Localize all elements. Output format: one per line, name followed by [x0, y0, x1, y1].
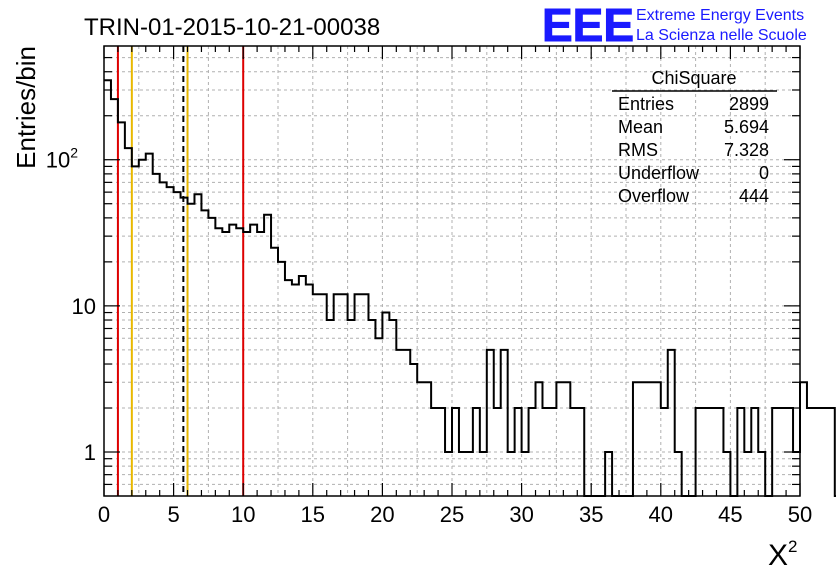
stats-value-overflow: 444 [739, 186, 769, 206]
y-tick-label: 10 [72, 294, 96, 319]
stats-label-underflow: Underflow [618, 163, 700, 183]
x-tick-label: 15 [301, 502, 325, 527]
logo-line-2: La Scienza nelle Scuole [636, 27, 807, 44]
stats-label-overflow: Overflow [618, 186, 690, 206]
stats-value-mean: 5.694 [724, 117, 769, 137]
x-tick-label: 35 [579, 502, 603, 527]
reference-lines [116, 46, 245, 496]
histogram-series [104, 79, 836, 497]
logo-line-1: Extreme Energy Events [636, 7, 804, 24]
stats-value-entries: 2899 [729, 94, 769, 114]
logo-mark: EEE [542, 0, 634, 51]
x-tick-label: 20 [370, 502, 394, 527]
stats-value-underflow: 0 [759, 163, 769, 183]
stats-title: ChiSquare [651, 68, 736, 88]
stats-label-mean: Mean [618, 117, 663, 137]
x-tick-label: 40 [649, 502, 673, 527]
y-axis-label: Entries/bin [11, 46, 41, 169]
x-tick-label: 45 [718, 502, 742, 527]
axis-ticks [103, 46, 801, 496]
y-tick-label-base: 10 [46, 148, 70, 173]
y-tick-label-base: 1 [84, 440, 96, 465]
x-tick-label: 50 [788, 502, 812, 527]
x-tick-label: 25 [440, 502, 464, 527]
x-axis-label: X2 [768, 537, 797, 572]
x-tick-label: 5 [167, 502, 179, 527]
y-tick-label-base: 10 [72, 294, 96, 319]
stats-label-rms: RMS [618, 140, 658, 160]
eee-logo: EEE Extreme Energy Events La Scienza nel… [542, 0, 807, 52]
stats-value-rms: 7.328 [724, 140, 769, 160]
y-tick-label: 102 [46, 145, 78, 173]
x-tick-labels: 0 5 10 15 20 25 30 35 40 45 50 [98, 502, 812, 527]
stats-label-entries: Entries [618, 94, 674, 114]
x-axis-label-sup: 2 [788, 537, 797, 556]
x-tick-label: 0 [98, 502, 110, 527]
stats-box: ChiSquare Entries 2899 Mean 5.694 RMS 7.… [612, 68, 777, 206]
x-tick-label: 30 [509, 502, 533, 527]
x-axis-label-base: X [768, 539, 788, 572]
y-tick-label: 1 [84, 440, 96, 465]
x-tick-label: 10 [231, 502, 255, 527]
chart-title: TRIN-01-2015-10-21-00038 [84, 14, 380, 41]
y-tick-label-exponent: 2 [70, 145, 78, 161]
